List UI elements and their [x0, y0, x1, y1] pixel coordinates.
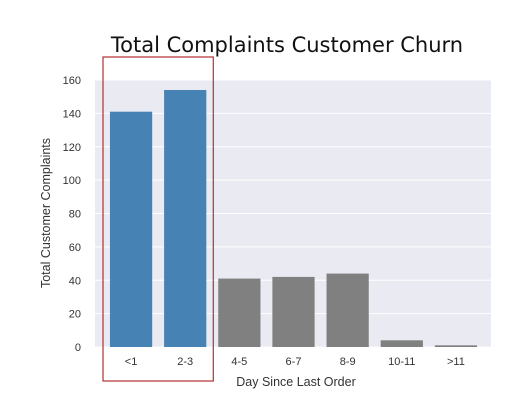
x-tick-labels: <1 2-3 4-5 6-7 8-9 10-11 >11 — [125, 356, 465, 368]
bar-3 — [272, 276, 315, 347]
chart-title: Total Complaints Customer Churn — [110, 33, 463, 57]
x-tick-label: 2-3 — [177, 356, 193, 368]
x-tick-label: >11 — [447, 356, 465, 368]
y-tick-label: 160 — [63, 75, 81, 87]
x-tick-label: 4-5 — [231, 356, 247, 368]
y-axis-label: Total Customer Complaints — [39, 138, 53, 288]
y-tick-label: 100 — [63, 175, 81, 187]
y-tick-label: 80 — [69, 209, 81, 221]
x-tick-label: <1 — [125, 356, 138, 368]
bar-0 — [109, 111, 153, 347]
bars — [109, 90, 478, 347]
x-tick-label: 10-11 — [388, 356, 415, 368]
bar-6 — [434, 345, 478, 347]
x-tick-label: 8-9 — [340, 356, 356, 368]
y-tick-label: 20 — [69, 309, 81, 321]
bar-2 — [218, 278, 261, 347]
x-axis-label: Day Since Last Order — [236, 375, 356, 389]
bar-5 — [380, 340, 423, 347]
bar-1 — [164, 90, 207, 347]
y-tick-label: 60 — [69, 242, 81, 254]
y-tick-label: 140 — [63, 108, 81, 120]
y-tick-labels: 0 20 40 60 80 100 120 140 160 — [63, 75, 81, 354]
x-tick-label: 6-7 — [286, 356, 302, 368]
highlight-box — [102, 56, 214, 382]
bar-4 — [326, 273, 369, 347]
y-tick-label: 120 — [63, 142, 81, 154]
y-tick-label: 40 — [69, 275, 81, 287]
y-tick-label: 0 — [75, 342, 81, 354]
